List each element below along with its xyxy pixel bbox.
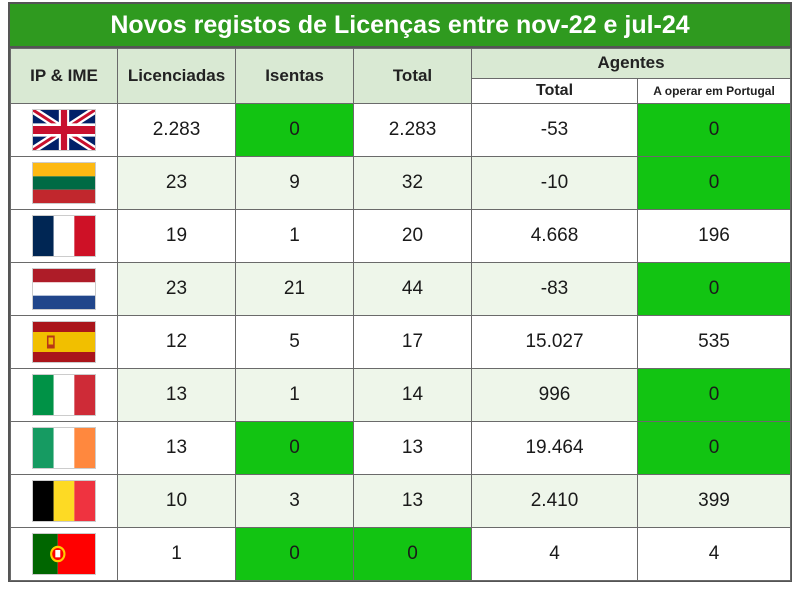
- flag-cell: [10, 156, 118, 210]
- header-agentes: Agentes: [470, 48, 792, 79]
- cell-total: 20: [353, 209, 472, 263]
- cell-agentes-total: 4.668: [471, 209, 638, 263]
- table-row: 2.283 0 2.283 -53 0: [10, 103, 792, 157]
- cell-licenciadas: 2.283: [117, 103, 236, 157]
- ireland-flag-icon: [32, 427, 96, 469]
- cell-total: 14: [353, 368, 472, 422]
- cell-isentas: 0: [235, 421, 354, 475]
- cell-isentas: 3: [235, 474, 354, 528]
- flag-cell: [10, 315, 118, 369]
- table-title: Novos registos de Licenças entre nov-22 …: [10, 4, 790, 48]
- cell-licenciadas: 1: [117, 527, 236, 581]
- cell-agentes-total: 15.027: [471, 315, 638, 369]
- cell-isentas: 1: [235, 209, 354, 263]
- table-row: 23 21 44 -83 0: [10, 262, 792, 316]
- flag-cell: [10, 474, 118, 528]
- cell-agentes-total: -10: [471, 156, 638, 210]
- flag-cell: [10, 421, 118, 475]
- cell-licenciadas: 13: [117, 368, 236, 422]
- cell-licenciadas: 19: [117, 209, 236, 263]
- cell-isentas: 5: [235, 315, 354, 369]
- france-flag-icon: [32, 215, 96, 257]
- cell-total: 13: [353, 421, 472, 475]
- cell-licenciadas: 23: [117, 262, 236, 316]
- table-row: 10 3 13 2.410 399: [10, 474, 792, 528]
- cell-total: 32: [353, 156, 472, 210]
- table-row: 19 1 20 4.668 196: [10, 209, 792, 263]
- flag-cell: [10, 368, 118, 422]
- uk-flag-icon: [32, 109, 96, 151]
- table-row: 12 5 17 15.027 535: [10, 315, 792, 369]
- cell-total: 0: [353, 527, 472, 581]
- cell-licenciadas: 10: [117, 474, 236, 528]
- cell-total: 44: [353, 262, 472, 316]
- table-row: 13 0 13 19.464 0: [10, 421, 792, 475]
- flag-cell: [10, 209, 118, 263]
- cell-agentes-portugal: 4: [636, 527, 792, 581]
- header-total: Total: [353, 48, 472, 104]
- cell-agentes-portugal: 0: [636, 103, 792, 157]
- cell-licenciadas: 23: [117, 156, 236, 210]
- flag-cell: [10, 527, 118, 581]
- cell-total: 17: [353, 315, 472, 369]
- table-row: 23 9 32 -10 0: [10, 156, 792, 210]
- header-agentes-total: Total: [471, 77, 638, 105]
- cell-agentes-total: -53: [471, 103, 638, 157]
- table-row: 13 1 14 996 0: [10, 368, 792, 422]
- cell-total: 2.283: [353, 103, 472, 157]
- cell-isentas: 0: [235, 103, 354, 157]
- lithuania-flag-icon: [32, 162, 96, 204]
- cell-agentes-portugal: 0: [636, 368, 792, 422]
- cell-total: 13: [353, 474, 472, 528]
- cell-isentas: 9: [235, 156, 354, 210]
- cell-agentes-total: 4: [471, 527, 638, 581]
- belgium-flag-icon: [32, 480, 96, 522]
- cell-agentes-total: 996: [471, 368, 638, 422]
- cell-isentas: 21: [235, 262, 354, 316]
- portugal-flag-icon: [32, 533, 96, 575]
- cell-agentes-total: 2.410: [471, 474, 638, 528]
- cell-licenciadas: 12: [117, 315, 236, 369]
- cell-agentes-portugal: 0: [636, 156, 792, 210]
- italy-flag-icon: [32, 374, 96, 416]
- flag-cell: [10, 103, 118, 157]
- flag-cell: [10, 262, 118, 316]
- cell-agentes-portugal: 0: [636, 262, 792, 316]
- table-frame: Novos registos de Licenças entre nov-22 …: [8, 2, 792, 582]
- cell-agentes-portugal: 0: [636, 421, 792, 475]
- cell-isentas: 0: [235, 527, 354, 581]
- header-isentas: Isentas: [235, 48, 354, 104]
- cell-agentes-total: -83: [471, 262, 638, 316]
- header-agentes-portugal: A operar em Portugal: [636, 77, 792, 105]
- cell-agentes-portugal: 196: [636, 209, 792, 263]
- cell-isentas: 1: [235, 368, 354, 422]
- spain-flag-icon: [32, 321, 96, 363]
- cell-agentes-portugal: 535: [636, 315, 792, 369]
- header-ip-ime: IP & IME: [10, 48, 118, 104]
- cell-agentes-portugal: 399: [636, 474, 792, 528]
- header-licenciadas: Licenciadas: [117, 48, 236, 104]
- cell-agentes-total: 19.464: [471, 421, 638, 475]
- netherlands-flag-icon: [32, 268, 96, 310]
- cell-licenciadas: 13: [117, 421, 236, 475]
- licenses-table: IP & IME Licenciadas Isentas Total Agent…: [10, 48, 792, 581]
